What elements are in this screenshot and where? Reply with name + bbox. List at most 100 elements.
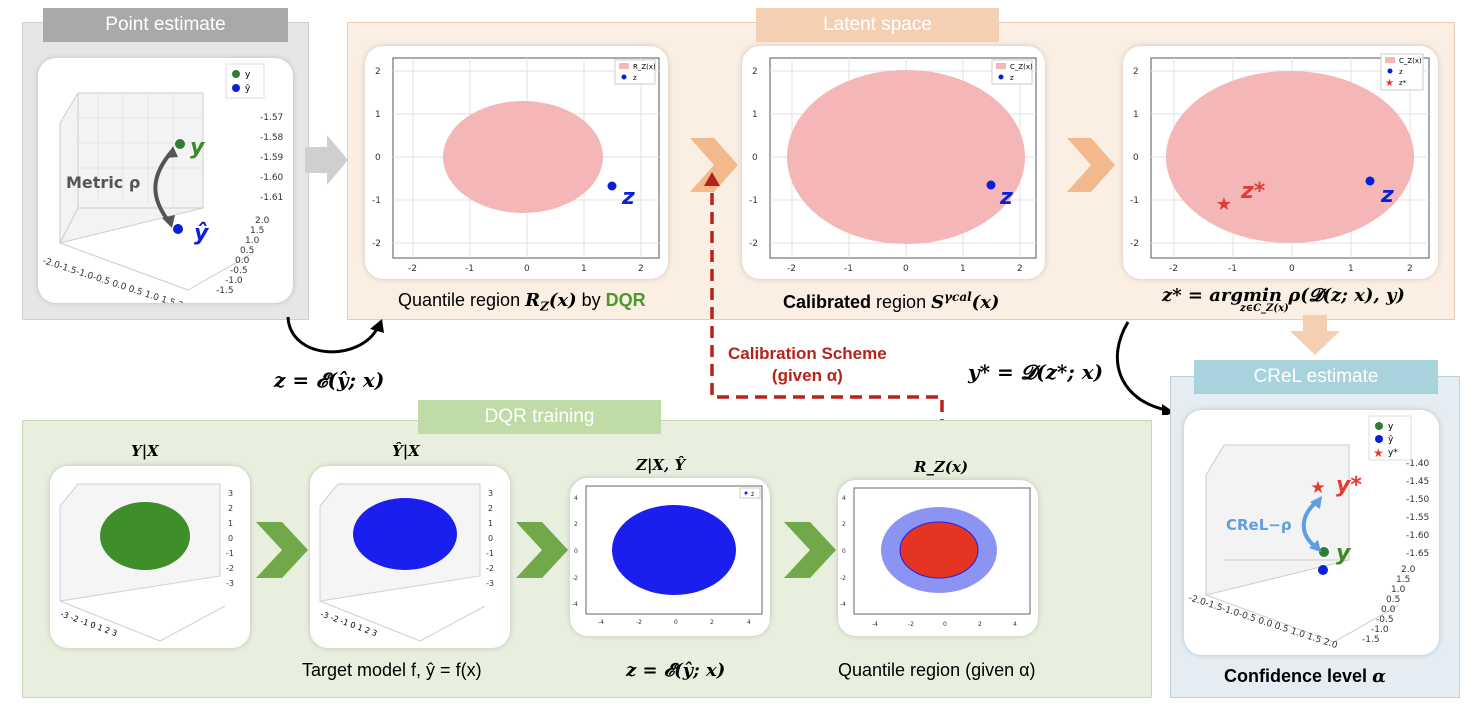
svg-text:-1: -1 [844, 264, 853, 274]
svg-text:-3: -3 [226, 579, 234, 588]
yhat-point [173, 224, 183, 234]
svg-text:-4: -4 [572, 601, 578, 608]
calibrated-region [787, 70, 1025, 244]
svg-text:-2: -2 [787, 264, 796, 274]
svg-text:0: 0 [903, 264, 909, 274]
crel-legend: y ŷ ★ y* [1368, 415, 1412, 461]
svg-text:0: 0 [674, 619, 678, 626]
crel-rho-label: CReL−ρ [1226, 516, 1292, 534]
quantile-region [443, 101, 603, 213]
grey-arrow [305, 135, 348, 185]
svg-text:2: 2 [1017, 264, 1023, 274]
caption-calibrated-region: Calibrated region Sγcal(x) [783, 290, 1000, 313]
svg-text:-1.57: -1.57 [260, 113, 283, 123]
calibration-label: Calibration Scheme (given α) [728, 344, 887, 385]
svg-text:1: 1 [375, 110, 381, 120]
svg-text:C_Z(x): C_Z(x) [1399, 57, 1422, 65]
svg-text:z: z [1010, 74, 1014, 82]
svg-text:0.5: 0.5 [240, 246, 254, 256]
svg-text:-4: -4 [598, 619, 604, 626]
svg-text:★: ★ [1373, 446, 1384, 460]
encode-label: z = 𝓔(ŷ; x) [274, 368, 385, 392]
svg-text:2: 2 [1133, 67, 1139, 77]
svg-text:z: z [1399, 68, 1403, 76]
svg-text:0: 0 [1289, 264, 1295, 274]
svg-text:-2: -2 [749, 239, 758, 249]
plot1-legend: R_Z(x)z [614, 59, 656, 85]
svg-text:0: 0 [752, 153, 758, 163]
svg-text:2: 2 [978, 621, 982, 628]
svg-text:0: 0 [524, 264, 530, 274]
dqr-training-header: DQR training [418, 400, 661, 434]
svg-text:2: 2 [228, 504, 233, 513]
svg-text:-3: -3 [486, 579, 494, 588]
encode-arrow [286, 316, 384, 354]
svg-text:-2: -2 [1169, 264, 1178, 274]
svg-text:ŷ: ŷ [245, 84, 251, 94]
point-y-ticks: 2.0 1.5 1.0 0.5 0.0 -0.5 -1.0 -1.5 [216, 216, 270, 296]
svg-text:-0.5: -0.5 [1376, 615, 1394, 625]
svg-text:z: z [621, 185, 635, 210]
svg-text:1.0: 1.0 [1391, 585, 1406, 595]
green-chevron-2 [516, 522, 568, 578]
svg-text:0.5: 0.5 [1386, 595, 1400, 605]
svg-text:-2: -2 [1130, 239, 1139, 249]
z-point [607, 181, 617, 191]
svg-text:-1.5: -1.5 [216, 286, 234, 296]
orange-chevron-1 [690, 138, 738, 192]
decode-label: y* = 𝓓(z*; x) [968, 360, 1104, 384]
crel-plot-card: -1.40 -1.45 -1.50 -1.55 -1.60 -1.65 2.0 1.5 1.0… [1184, 410, 1439, 655]
point-z-ticks: -1.57 -1.58 -1.59 -1.60 -1.61 [260, 113, 284, 203]
svg-text:4: 4 [1013, 621, 1017, 628]
svg-text:-4: -4 [840, 601, 846, 608]
svg-text:1: 1 [1133, 110, 1139, 120]
svg-text:2: 2 [574, 521, 578, 528]
caption-argmin-sub: z∈C_Z(x) [1240, 303, 1289, 314]
svg-text:-2: -2 [226, 564, 234, 573]
z-star-marker: ★ [1216, 194, 1232, 215]
svg-text:-3 -2 -1 0 1 2 3: -3 -2 -1 0 1 2 3 [319, 609, 378, 638]
green-cloud [100, 502, 190, 570]
latent-space-header: Latent space [756, 8, 999, 42]
svg-text:-1.65: -1.65 [1406, 549, 1429, 559]
caption-argmin: z* = argmin ρ(𝓓(z; x), y) [1162, 285, 1405, 306]
svg-text:C_Z(x): C_Z(x) [1010, 63, 1033, 71]
svg-text:1: 1 [488, 519, 493, 528]
svg-text:1: 1 [228, 519, 233, 528]
svg-text:y: y [1388, 422, 1394, 432]
dqr-caption-target-model: Target model f, ŷ = f(x) [302, 660, 482, 680]
svg-text:R_Z(x): R_Z(x) [633, 63, 656, 71]
svg-text:0: 0 [842, 548, 846, 555]
dqr-caption-encode: z = 𝓔(ŷ; x) [626, 660, 726, 681]
dqr-3d-plot-yx: 3 2 1 0 -1 -2 -3 -3 -2 -1 0 1 2 3 [50, 466, 250, 648]
orange-down-arrow [1290, 315, 1340, 355]
metric-label: Metric ρ [66, 173, 140, 192]
calibrated-region [1166, 71, 1414, 243]
svg-text:-2: -2 [908, 621, 914, 628]
svg-text:-1.55: -1.55 [1406, 513, 1429, 523]
svg-text:-2: -2 [636, 619, 642, 626]
z-point [986, 180, 996, 190]
y-point [175, 139, 185, 149]
dqr-quantile-region-plot: 4 2 0 -2 -4 -4 -2 0 2 4 [838, 480, 1038, 636]
svg-text:2: 2 [488, 504, 493, 513]
svg-text:3: 3 [228, 489, 233, 498]
svg-text:-1.60: -1.60 [1406, 531, 1430, 541]
svg-text:3: 3 [488, 489, 493, 498]
dqr-highlight: DQR [605, 290, 646, 310]
svg-text:2: 2 [375, 67, 381, 77]
svg-text:z*: z* [1399, 79, 1407, 87]
svg-text:★: ★ [1385, 78, 1394, 89]
svg-text:-1: -1 [1228, 264, 1237, 274]
svg-text:-2: -2 [840, 575, 846, 582]
crel-estimate-header: CReL estimate [1194, 360, 1438, 394]
svg-text:0: 0 [375, 153, 381, 163]
svg-text:-1: -1 [1130, 196, 1139, 206]
latent-plot-1: z 2 1 0 -1 -2 -2 -1 0 1 2 R_Z(x) z [365, 46, 668, 279]
svg-text:y: y [245, 70, 251, 80]
crel-yhat-point [1318, 565, 1328, 575]
dqr-title-4: R_Z(x) [914, 458, 969, 476]
svg-text:2.0: 2.0 [255, 216, 270, 226]
latent-plot-3: z ★ z* 2 1 0 -1 -2 -2 -1 0 1 2 C_Z(x) z ★ z* [1123, 46, 1438, 279]
svg-text:1.5: 1.5 [250, 226, 264, 236]
